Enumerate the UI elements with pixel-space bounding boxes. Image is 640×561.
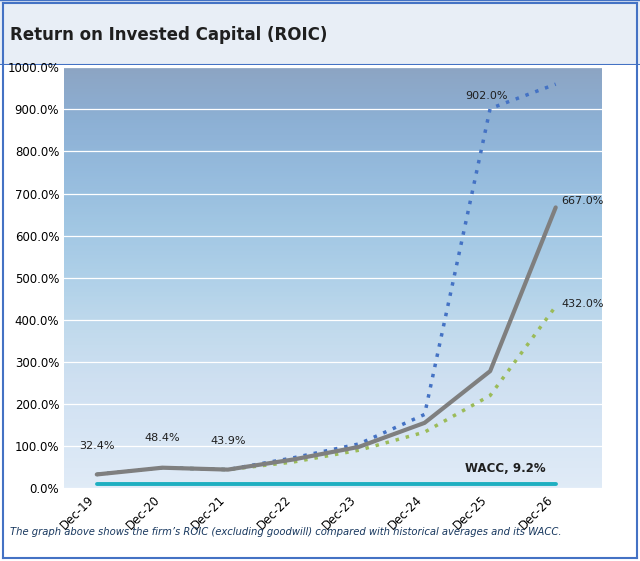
Text: 667.0%: 667.0% <box>561 196 604 206</box>
Text: 432.0%: 432.0% <box>561 299 604 309</box>
Text: 48.4%: 48.4% <box>145 433 180 443</box>
Text: 43.9%: 43.9% <box>210 436 246 446</box>
Text: 902.0%: 902.0% <box>466 91 508 101</box>
Text: The graph above shows the firm’s ROIC (excluding goodwill) compared with histori: The graph above shows the firm’s ROIC (e… <box>10 527 561 537</box>
Text: 32.4%: 32.4% <box>79 442 115 451</box>
Text: WACC, 9.2%: WACC, 9.2% <box>465 462 546 475</box>
Text: Return on Invested Capital (ROIC): Return on Invested Capital (ROIC) <box>10 26 327 44</box>
